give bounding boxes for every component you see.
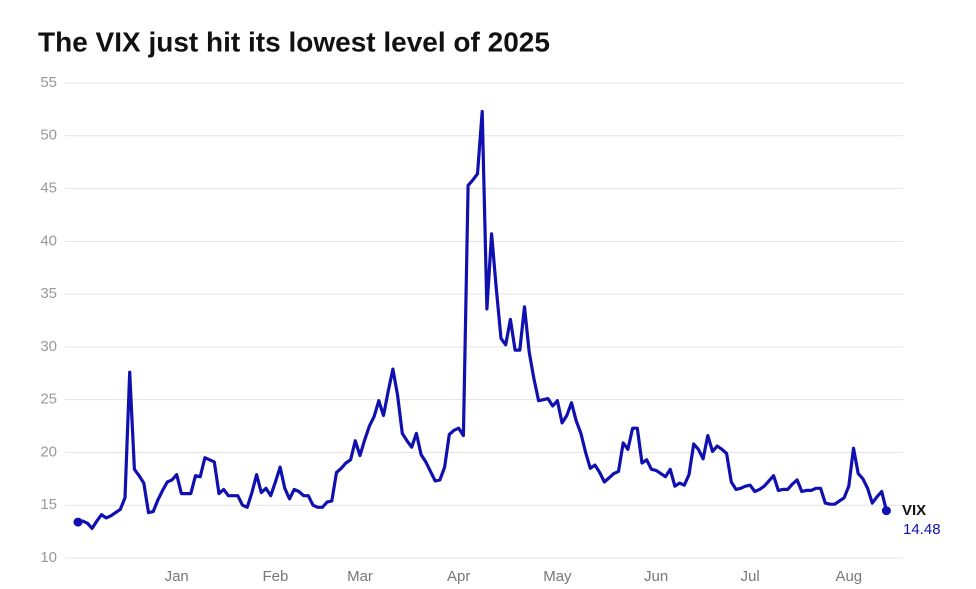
- y-tick-label: 20: [40, 443, 57, 460]
- y-tick-label: 10: [40, 549, 57, 566]
- x-tick-label: Jul: [741, 568, 760, 585]
- end-dot: [881, 506, 891, 516]
- start-dot: [73, 517, 83, 527]
- series-label: VIX: [902, 502, 926, 519]
- x-tick-label: Feb: [262, 568, 288, 585]
- x-tick-label: Jun: [644, 568, 668, 585]
- x-tick-label: Aug: [835, 568, 862, 585]
- y-tick-label: 30: [40, 338, 57, 355]
- chart-title: The VIX just hit its lowest level of 202…: [38, 26, 550, 57]
- y-tick-label: 40: [40, 232, 57, 249]
- y-tick-label: 25: [40, 391, 57, 408]
- y-tick-label: 55: [40, 74, 57, 91]
- x-tick-label: May: [543, 568, 572, 585]
- y-tick-label: 50: [40, 127, 57, 144]
- data-line: [77, 109, 888, 530]
- end-value-label: 14.48: [903, 521, 941, 538]
- x-tick-label: Apr: [447, 568, 470, 585]
- y-tick-label: 45: [40, 180, 57, 197]
- y-tick-label: 35: [40, 285, 57, 302]
- y-tick-label: 15: [40, 496, 57, 513]
- x-tick-label: Mar: [347, 568, 373, 585]
- x-tick-label: Jan: [165, 568, 189, 585]
